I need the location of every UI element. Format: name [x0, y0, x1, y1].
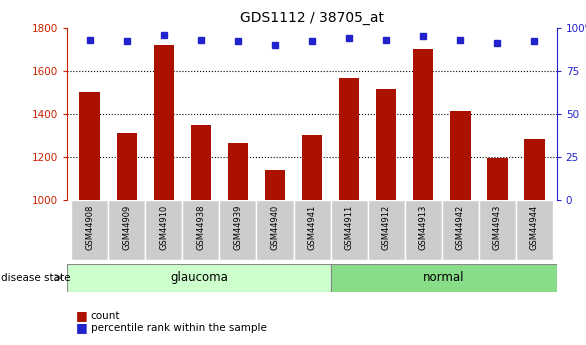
- Text: disease state: disease state: [1, 273, 71, 283]
- Text: percentile rank within the sample: percentile rank within the sample: [91, 323, 267, 333]
- FancyBboxPatch shape: [294, 200, 331, 260]
- FancyBboxPatch shape: [67, 264, 331, 292]
- Text: GSM44942: GSM44942: [456, 205, 465, 250]
- FancyBboxPatch shape: [71, 200, 108, 260]
- Text: GSM44912: GSM44912: [381, 205, 391, 250]
- FancyBboxPatch shape: [108, 200, 145, 260]
- Bar: [524, 139, 544, 200]
- Text: GSM44913: GSM44913: [419, 205, 428, 250]
- FancyBboxPatch shape: [331, 200, 367, 260]
- FancyBboxPatch shape: [219, 200, 257, 260]
- Bar: [190, 125, 211, 200]
- Text: normal: normal: [423, 271, 465, 284]
- Text: GSM44909: GSM44909: [122, 205, 131, 250]
- Text: GSM44938: GSM44938: [196, 205, 205, 250]
- Bar: [154, 45, 174, 200]
- Text: GSM44940: GSM44940: [271, 205, 280, 250]
- Bar: [413, 49, 434, 200]
- Title: GDS1112 / 38705_at: GDS1112 / 38705_at: [240, 11, 384, 25]
- Text: ■: ■: [76, 321, 88, 334]
- FancyBboxPatch shape: [442, 200, 479, 260]
- FancyBboxPatch shape: [367, 200, 405, 260]
- FancyBboxPatch shape: [405, 200, 442, 260]
- Text: GSM44944: GSM44944: [530, 205, 539, 250]
- Bar: [302, 136, 322, 200]
- FancyBboxPatch shape: [182, 200, 219, 260]
- Text: glaucoma: glaucoma: [170, 271, 228, 284]
- FancyBboxPatch shape: [516, 200, 553, 260]
- FancyBboxPatch shape: [479, 200, 516, 260]
- Bar: [450, 111, 471, 200]
- FancyBboxPatch shape: [331, 264, 557, 292]
- Text: GSM44939: GSM44939: [233, 205, 243, 250]
- Text: GSM44941: GSM44941: [308, 205, 316, 250]
- Text: GSM44911: GSM44911: [345, 205, 353, 250]
- Text: GSM44908: GSM44908: [85, 205, 94, 250]
- Bar: [80, 92, 100, 200]
- Bar: [228, 143, 248, 200]
- Text: count: count: [91, 311, 120, 321]
- Text: ■: ■: [76, 309, 88, 322]
- Bar: [117, 133, 137, 200]
- Bar: [265, 170, 285, 200]
- Bar: [487, 158, 507, 200]
- Text: GSM44943: GSM44943: [493, 205, 502, 250]
- Text: GSM44910: GSM44910: [159, 205, 168, 250]
- Bar: [339, 78, 359, 200]
- Bar: [376, 89, 396, 200]
- FancyBboxPatch shape: [257, 200, 294, 260]
- FancyBboxPatch shape: [145, 200, 182, 260]
